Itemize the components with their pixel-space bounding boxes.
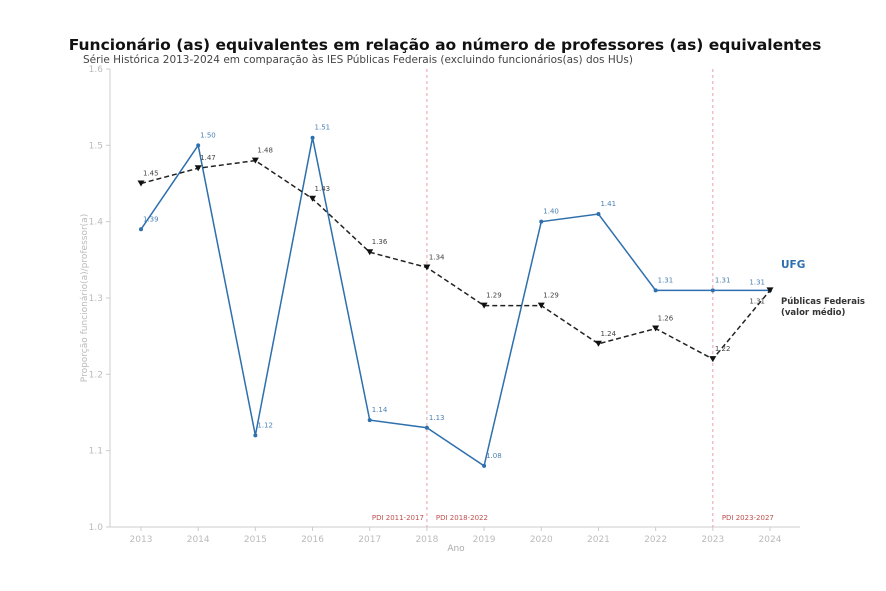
federal-point [709, 356, 717, 363]
x-tick-label: 2024 [759, 535, 782, 545]
federal-data-label: 1.26 [658, 315, 674, 323]
ufg-data-label: 1.14 [372, 406, 388, 414]
federal-point [423, 264, 431, 271]
ufg-data-label: 1.31 [658, 276, 674, 284]
federal-data-label: 1.24 [600, 330, 616, 338]
federal-data-label: 1.29 [486, 292, 502, 300]
federal-data-label: 1.31 [749, 297, 765, 305]
x-tick-label: 2019 [473, 535, 496, 545]
federal-data-label: 1.45 [143, 170, 159, 178]
chart-title: Funcionário (as) equivalentes em relação… [69, 36, 822, 54]
ufg-data-label: 1.50 [200, 131, 216, 139]
ufg-point [196, 143, 201, 148]
ufg-data-label: 1.40 [543, 208, 559, 216]
pdi-label: PDI 2018-2022 [436, 514, 488, 522]
x-tick-label: 2021 [587, 535, 610, 545]
y-tick-label: 1.3 [89, 294, 103, 304]
legend-federal: Públicas Federais [781, 297, 865, 307]
ufg-data-label: 1.12 [257, 421, 273, 429]
federal-line [140, 159, 771, 361]
federal-point [766, 287, 774, 294]
ufg-point [596, 212, 601, 217]
ufg-point [139, 227, 143, 232]
federal-data-label: 1.22 [715, 345, 731, 353]
federal-data-label: 1.48 [257, 147, 273, 155]
legend-federal-sub: (valor médio) [781, 307, 846, 318]
federal-point [652, 325, 660, 332]
federal-data-label: 1.29 [543, 292, 559, 300]
y-axis-label: Proporção funcionário(a)/professor(a) [80, 214, 90, 382]
legend-ufg: UFG [781, 259, 805, 271]
x-tick-label: 2020 [530, 535, 553, 545]
x-tick-label: 2015 [244, 535, 267, 545]
federal-point [366, 249, 374, 256]
ufg-data-label: 1.51 [315, 124, 331, 132]
federal-point [251, 157, 259, 164]
federal-data-label: 1.36 [372, 238, 388, 246]
ufg-data-label: 1.31 [715, 276, 731, 284]
ufg-point [653, 288, 658, 293]
y-tick-label: 1.0 [89, 523, 104, 533]
ufg-data-label: 1.08 [486, 452, 502, 460]
ufg-data-label: 1.39 [143, 215, 159, 223]
x-tick-label: 2018 [415, 535, 438, 545]
federal-point [309, 195, 317, 202]
x-tick-label: 2017 [358, 535, 381, 545]
ufg-point [710, 288, 715, 293]
pdi-label: PDI 2011-2017 [372, 514, 424, 522]
ufg-point [482, 463, 487, 468]
x-tick-label: 2014 [187, 535, 210, 545]
ufg-point [253, 433, 258, 438]
federal-data-label: 1.43 [315, 185, 331, 193]
x-tick-label: 2013 [130, 535, 153, 545]
x-tick-label: 2022 [644, 535, 667, 545]
y-tick-label: 1.1 [89, 447, 103, 457]
ufg-data-label: 1.31 [749, 278, 765, 286]
ufg-data-label: 1.41 [600, 200, 616, 208]
ufg-line [140, 137, 770, 468]
y-tick-label: 1.4 [89, 218, 104, 228]
ufg-point [539, 219, 544, 224]
chart-subtitle: Série Histórica 2013-2024 em comparação … [83, 54, 633, 66]
ufg-point [367, 418, 372, 423]
ufg-point [310, 135, 315, 140]
y-tick-label: 1.2 [89, 370, 103, 380]
federal-data-label: 1.47 [200, 154, 216, 162]
y-tick-label: 1.6 [89, 65, 104, 75]
pdi-label: PDI 2023-2027 [722, 514, 774, 522]
federal-point [480, 302, 488, 309]
y-tick-label: 1.5 [89, 141, 103, 151]
x-tick-label: 2016 [301, 535, 324, 545]
x-axis-label: Ano [447, 544, 465, 554]
federal-point [194, 165, 202, 172]
ufg-data-label: 1.13 [429, 414, 445, 422]
federal-point [137, 180, 145, 187]
federal-point [537, 302, 545, 309]
federal-point [594, 340, 602, 347]
federal-data-label: 1.34 [429, 253, 445, 261]
ufg-point [424, 425, 429, 430]
x-tick-label: 2023 [701, 535, 724, 545]
